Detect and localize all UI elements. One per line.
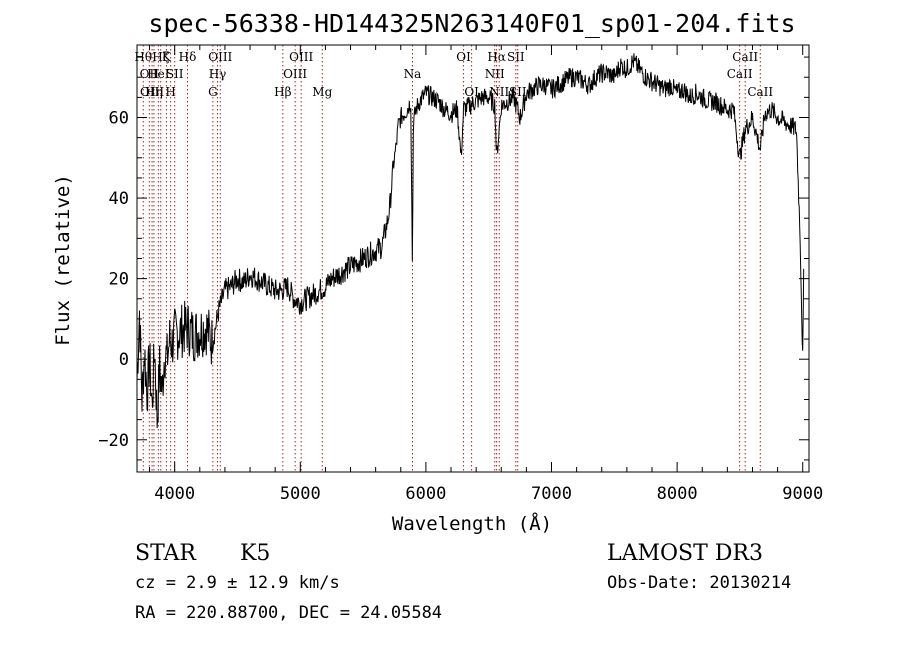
line-label: Hδ xyxy=(179,50,197,64)
line-label: G xyxy=(208,85,218,99)
plot-area xyxy=(136,44,810,473)
line-label: Hβ xyxy=(274,85,291,99)
line-label: CaII xyxy=(727,67,753,81)
line-label: K xyxy=(162,50,172,64)
x-tick-label: 9000 xyxy=(782,484,823,504)
x-axis-label: Wavelength (Å) xyxy=(392,512,552,535)
y-tick-label: 0 xyxy=(119,350,129,370)
line-label: Mg xyxy=(312,85,332,99)
line-label: HeI xyxy=(147,67,170,81)
line-label: Hη xyxy=(145,85,163,99)
y-axis: −20 0 20 40 60 xyxy=(98,56,809,461)
x-axis: 4000 5000 6000 7000 8000 9000 xyxy=(149,45,823,504)
line-label: Hθ xyxy=(134,50,152,64)
y-tick-label: 40 xyxy=(109,189,129,209)
chart-title: spec-56338-HD144325N263140F01_sp01-204.f… xyxy=(148,9,795,38)
redshift-info: cz = 2.9 ± 12.9 km/s xyxy=(135,573,340,593)
object-class: STAR xyxy=(135,541,197,566)
line-label: OIII xyxy=(283,67,307,81)
y-tick-label: −20 xyxy=(98,431,129,451)
x-tick-label: 5000 xyxy=(280,484,321,504)
y-tick-label: 20 xyxy=(109,270,129,290)
line-label: SII xyxy=(507,50,525,64)
line-label: NII xyxy=(489,85,509,99)
line-label: OIII xyxy=(140,85,164,99)
obs-date: Obs-Date: 20130214 xyxy=(607,573,791,593)
plot-frame xyxy=(136,44,810,473)
spectrum-series xyxy=(136,53,805,429)
line-label: SII xyxy=(166,67,184,81)
line-label: H xyxy=(165,85,175,99)
line-label: Hζ xyxy=(152,50,169,64)
line-label: Na xyxy=(404,67,422,81)
line-label: OI xyxy=(464,85,479,99)
line-label: CaII xyxy=(732,50,758,64)
y-axis-label: Flux (relative) xyxy=(52,174,74,346)
coordinates: RA = 220.88700, DEC = 24.05584 xyxy=(135,603,442,623)
x-tick-label: 7000 xyxy=(531,484,572,504)
line-label: OIII xyxy=(289,50,313,64)
line-label: Hα xyxy=(487,50,506,64)
x-tick-label: 6000 xyxy=(405,484,446,504)
line-label: OIII xyxy=(208,50,232,64)
line-label: CaII xyxy=(747,85,773,99)
x-tick-label: 4000 xyxy=(154,484,195,504)
y-tick-label: 60 xyxy=(109,109,129,129)
line-label: NII xyxy=(485,67,505,81)
subclass: K5 xyxy=(240,541,270,566)
spectrum-line xyxy=(136,53,805,429)
line-label: OI xyxy=(456,50,471,64)
x-tick-label: 8000 xyxy=(657,484,698,504)
survey-label: LAMOST DR3 xyxy=(607,541,763,566)
line-label: Hγ xyxy=(209,67,227,81)
